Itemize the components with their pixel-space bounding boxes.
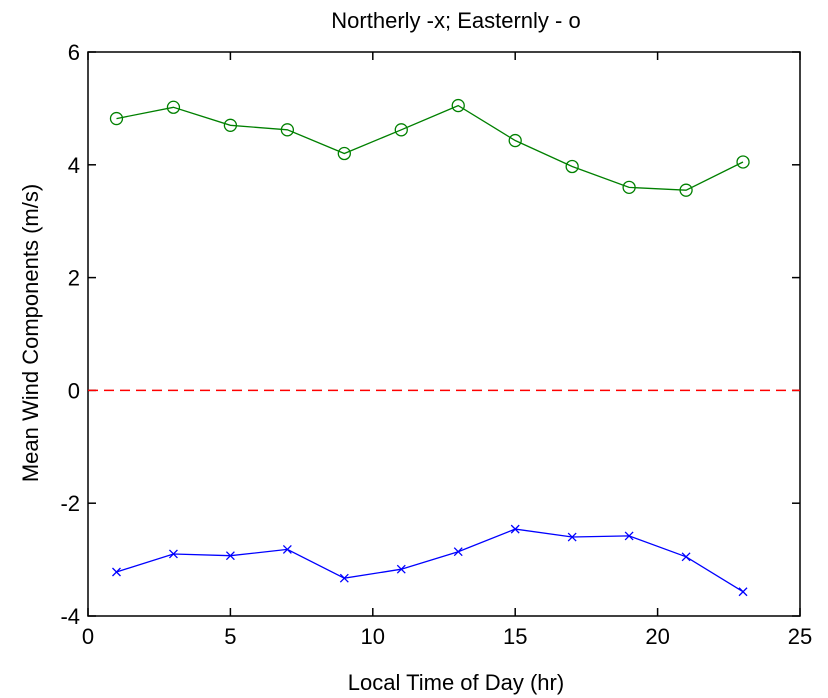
northerly-data-point [453, 547, 463, 557]
easterly-data-point [109, 111, 124, 126]
easterly-data-point [622, 180, 636, 195]
northerly-data-point [112, 567, 121, 577]
y-tick-label: 4 [68, 153, 80, 178]
easterly-data-point [451, 98, 465, 113]
northerly-data-point [738, 587, 748, 597]
northerly-data-point [396, 564, 406, 574]
x-tick-label: 15 [503, 624, 527, 649]
chart-title: Northerly -x; Easternly - o [331, 8, 580, 33]
northerly-series-line [116, 528, 744, 593]
y-tick-label: 2 [68, 266, 80, 291]
y-tick-label: -4 [60, 604, 80, 629]
y-tick-label: -2 [60, 491, 80, 516]
northerly-data-point [510, 524, 520, 534]
axes-frame [87, 51, 801, 617]
northerly-data-point [225, 551, 235, 561]
northerly-data-point [339, 573, 349, 583]
plot-area: 0 5 10 15 20 25 -4 -2 0 2 4 6 [60, 40, 812, 649]
easterly-data-point [736, 155, 750, 169]
x-axis-label: Local Time of Day (hr) [348, 670, 564, 695]
x-tick-label: 5 [224, 624, 236, 649]
y-tick-label: 0 [68, 378, 80, 403]
x-tick-label: 25 [788, 624, 812, 649]
northerly-data-point [168, 549, 178, 559]
x-tick-label: 20 [645, 624, 669, 649]
northerly-data-point [681, 552, 691, 562]
easterly-data-point [565, 159, 579, 174]
northerly-data-point [282, 544, 292, 554]
northerly-data-point [624, 531, 634, 541]
easterly-data-point [394, 123, 408, 137]
y-axis-label: Mean Wind Components (m/s) [18, 184, 43, 482]
easterly-data-point [223, 118, 238, 132]
y-tick-label: 6 [68, 40, 80, 65]
easterly-data-point [679, 183, 693, 197]
easterly-data-point [508, 133, 522, 148]
x-tick-label: 0 [82, 624, 94, 649]
easterly-data-point [337, 146, 351, 161]
easterly-data-point [280, 123, 295, 137]
easterly-series-line [116, 104, 744, 191]
easterly-data-point [166, 100, 181, 114]
northerly-data-point [567, 532, 577, 542]
x-tick-label: 10 [361, 624, 385, 649]
